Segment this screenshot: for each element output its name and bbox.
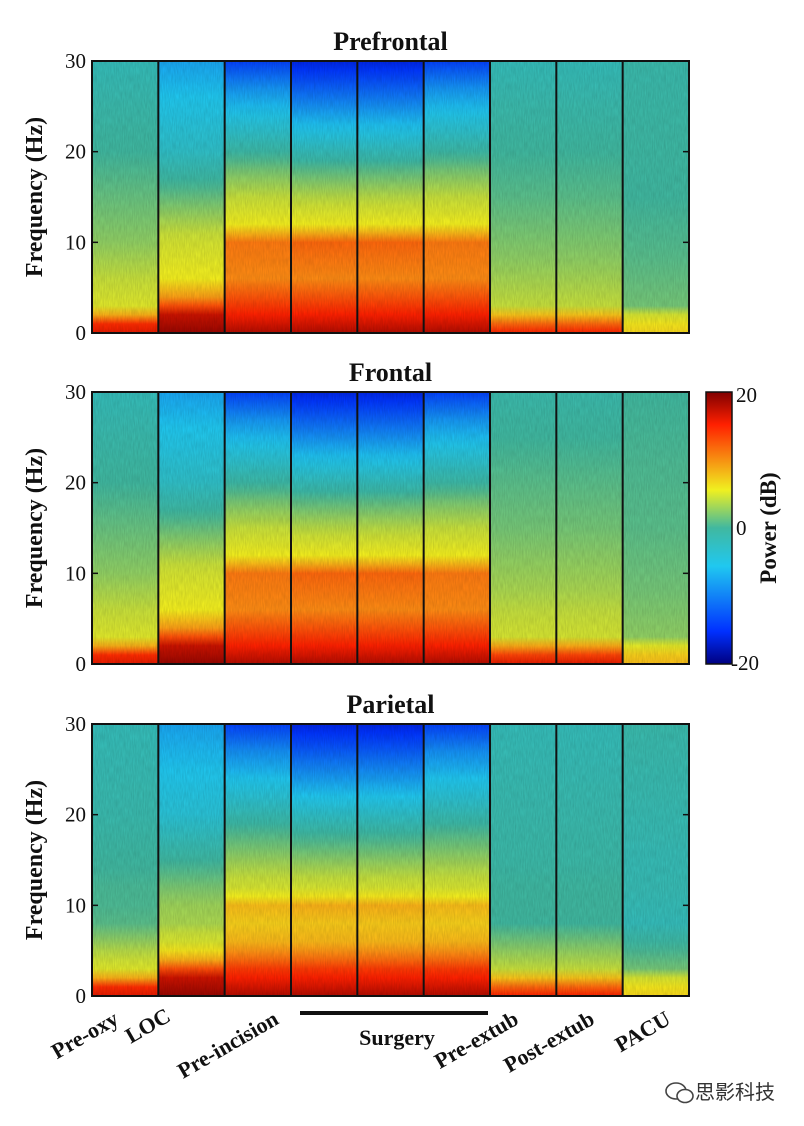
colorbar-tick-max: 20 — [736, 383, 757, 407]
spectrogram-texture — [92, 392, 689, 664]
y-tick-label: 10 — [65, 230, 86, 254]
y-axis-label: Frequency (Hz) — [22, 780, 48, 940]
y-tick-label: 10 — [65, 561, 86, 585]
y-tick-label: 30 — [65, 49, 86, 73]
panel-frontal: Frontal 0 10 20 30 Frequency (Hz) — [22, 358, 690, 676]
panel-title: Parietal — [346, 690, 434, 719]
wechat-icon — [665, 1082, 694, 1104]
colorbar: 20 0 -20 Power (dB) — [705, 383, 781, 675]
plot-frame — [91, 723, 690, 997]
y-tick-label: 0 — [76, 984, 87, 1008]
watermark-text: 思影科技 — [695, 1080, 775, 1104]
y-tick-label: 20 — [65, 140, 86, 164]
panel-title: Prefrontal — [333, 27, 448, 56]
epoch-label: Pre-oxy — [47, 1006, 123, 1064]
colorbar-tick-mid: 0 — [736, 516, 747, 540]
epoch-label: Pre-incision — [173, 1006, 283, 1084]
colorbar-gradient — [705, 391, 733, 665]
plot-frame — [91, 391, 690, 665]
epoch-label: LOC — [121, 1003, 175, 1048]
y-tick-label: 30 — [65, 712, 86, 736]
colorbar-label: Power (dB) — [756, 472, 781, 583]
y-tick-label: 30 — [65, 380, 86, 404]
y-tick-label: 0 — [76, 321, 87, 345]
y-axis-label: Frequency (Hz) — [22, 117, 48, 277]
epoch-label: PACU — [610, 1006, 674, 1057]
y-tick-label: 20 — [65, 471, 86, 495]
y-tick-label: 10 — [65, 893, 86, 917]
panel-parietal: Parietal 0 10 20 30 Frequency (Hz) — [22, 690, 690, 1008]
spectrogram-texture — [92, 724, 689, 996]
y-tick-label: 0 — [76, 652, 87, 676]
y-tick-label: 20 — [65, 803, 86, 827]
surgery-label: Surgery — [359, 1025, 435, 1050]
plot-frame — [91, 60, 690, 334]
panel-title: Frontal — [349, 358, 432, 387]
y-axis-label: Frequency (Hz) — [22, 448, 48, 608]
spectrogram-texture — [92, 61, 689, 333]
colorbar-tick-min: -20 — [731, 651, 759, 675]
watermark: 思影科技 — [665, 1080, 775, 1104]
panel-prefrontal: Prefrontal 0 10 20 30 Frequency (Hz) — [22, 27, 690, 345]
